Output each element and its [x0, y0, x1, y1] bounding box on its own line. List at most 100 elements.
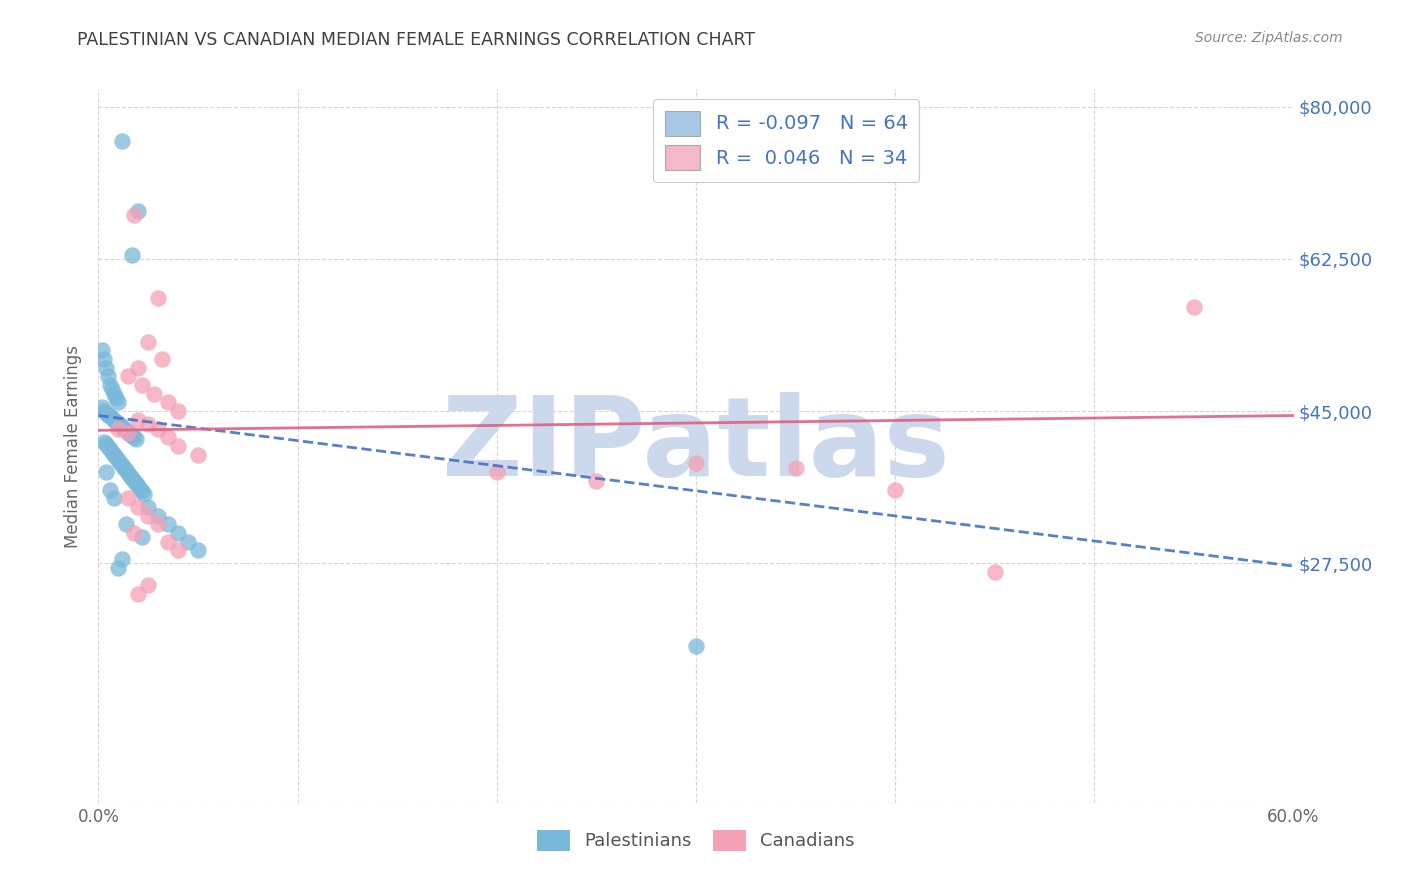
Point [167, 439, 190, 453]
Point [111, 420, 134, 434]
Point [98, 483, 122, 497]
Point [107, 395, 129, 409]
Point [111, 135, 134, 149]
Point [117, 466, 139, 480]
Point [103, 386, 125, 401]
Point [121, 428, 143, 442]
Point [105, 450, 128, 465]
Point [127, 413, 149, 427]
Point [105, 415, 128, 429]
Point [1182, 300, 1205, 314]
Point [120, 426, 142, 441]
Point [96, 437, 118, 451]
Point [124, 208, 146, 222]
Point [117, 369, 139, 384]
Point [107, 561, 129, 575]
Text: ZIPatlas: ZIPatlas [441, 392, 950, 500]
Point [148, 517, 170, 532]
Point [143, 386, 166, 401]
Point [125, 476, 148, 491]
Point [98, 409, 122, 424]
Point [125, 432, 148, 446]
Point [131, 530, 153, 544]
Point [112, 421, 135, 435]
Point [685, 457, 707, 471]
Point [121, 471, 143, 485]
Point [150, 351, 173, 366]
Point [136, 500, 159, 514]
Point [167, 526, 190, 541]
Point [111, 552, 134, 566]
Point [124, 430, 146, 444]
Point [91, 400, 114, 414]
Point [101, 445, 124, 459]
Point [685, 639, 707, 653]
Point [785, 460, 807, 475]
Point [97, 440, 120, 454]
Point [107, 417, 129, 431]
Point [117, 425, 139, 439]
Point [98, 442, 122, 457]
Point [103, 448, 125, 462]
Point [105, 391, 128, 405]
Point [103, 413, 125, 427]
Point [177, 534, 200, 549]
Point [115, 517, 138, 532]
Point [134, 487, 156, 501]
Point [136, 334, 159, 349]
Point [157, 395, 180, 409]
Point [187, 543, 209, 558]
Point [127, 204, 149, 219]
Point [124, 526, 146, 541]
Point [148, 291, 170, 305]
Point [148, 508, 170, 523]
Point [585, 474, 607, 488]
Legend: Palestinians, Canadians: Palestinians, Canadians [530, 822, 862, 858]
Point [96, 406, 118, 420]
Point [136, 417, 159, 432]
Text: Source: ZipAtlas.com: Source: ZipAtlas.com [1195, 31, 1343, 45]
Point [187, 448, 209, 462]
Point [98, 378, 122, 392]
Point [117, 425, 139, 440]
Point [485, 465, 508, 479]
Point [127, 479, 149, 493]
Point [107, 453, 129, 467]
Point [136, 578, 159, 592]
Point [101, 383, 124, 397]
Point [101, 411, 124, 425]
Point [131, 484, 153, 499]
Point [107, 421, 129, 435]
Point [157, 430, 180, 444]
Point [111, 458, 134, 472]
Point [110, 456, 132, 470]
Point [127, 500, 149, 514]
Point [91, 343, 114, 358]
Point [167, 404, 190, 418]
Point [157, 534, 180, 549]
Point [112, 460, 135, 475]
Point [136, 508, 159, 523]
Point [127, 587, 149, 601]
Point [157, 517, 180, 532]
Point [93, 404, 115, 418]
Y-axis label: Median Female Earnings: Median Female Earnings [65, 344, 83, 548]
Point [97, 369, 120, 384]
Point [121, 247, 143, 261]
Point [131, 378, 153, 392]
Point [148, 421, 170, 435]
Point [93, 351, 115, 366]
Point [103, 491, 125, 506]
Point [120, 468, 142, 483]
Point [115, 423, 138, 437]
Point [129, 482, 152, 496]
Point [93, 434, 115, 449]
Point [97, 408, 120, 422]
Point [96, 465, 118, 479]
Point [117, 491, 139, 506]
Point [984, 565, 1007, 579]
Point [167, 543, 190, 558]
Point [884, 483, 907, 497]
Point [127, 360, 149, 375]
Point [110, 418, 132, 433]
